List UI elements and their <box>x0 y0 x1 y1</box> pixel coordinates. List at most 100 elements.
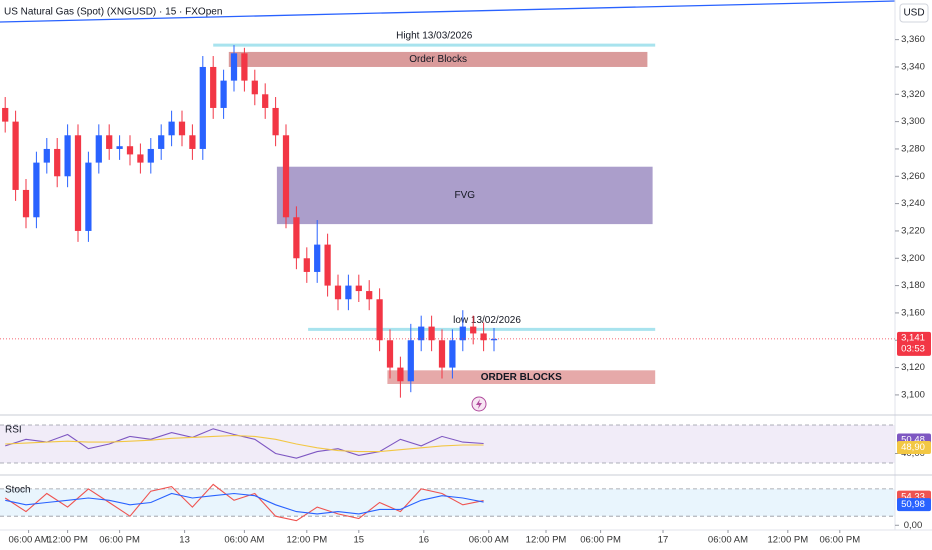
candle-body <box>438 340 446 368</box>
value-label: 48,90 <box>901 442 925 453</box>
candle-body <box>116 146 123 149</box>
x-tick-label: 06:00 AM <box>708 535 748 546</box>
pane-title: Stoch <box>5 485 31 496</box>
candle-body <box>355 285 362 292</box>
value-badge <box>897 441 931 455</box>
x-tick-label: 12:00 PM <box>47 535 88 546</box>
candle-body <box>12 121 19 190</box>
x-tick-label: 17 <box>658 535 669 546</box>
zone <box>387 370 656 384</box>
candle-body <box>158 135 165 149</box>
candle-body <box>210 66 217 108</box>
countdown: 03:53 <box>901 343 925 354</box>
y-tick-label: 3,360 <box>901 34 925 45</box>
x-tick-label: 12:00 PM <box>526 535 567 546</box>
level-label: low 13/02/2026 <box>453 315 521 326</box>
x-tick-label: 13 <box>179 535 190 546</box>
candle-body <box>376 299 383 341</box>
candle-body <box>418 326 425 341</box>
candle-body <box>459 326 466 341</box>
candle-body <box>230 53 238 81</box>
price-label: 3,141 <box>901 332 925 343</box>
event-bolt <box>476 399 482 409</box>
candle-body <box>262 94 269 108</box>
candle-body <box>54 148 61 177</box>
x-tick-label: 16 <box>419 535 430 546</box>
zone-label: FVG <box>454 190 475 201</box>
y-tick-label: 3,340 <box>901 61 925 72</box>
currency-label: USD <box>903 8 924 19</box>
zone-label: Order Blocks <box>409 54 467 65</box>
candle-body <box>74 135 82 231</box>
x-tick-label: 06:00 PM <box>99 535 140 546</box>
x-tick-label: 12:00 PM <box>767 535 808 546</box>
candle-body <box>199 66 206 149</box>
candle-body <box>178 121 186 136</box>
candle-body <box>314 244 321 272</box>
symbol-title: US Natural Gas (Spot) (XNGUSD) · 15 · FX… <box>4 7 222 18</box>
candle-body <box>95 135 102 163</box>
candle-body <box>334 285 342 300</box>
candle-body <box>470 326 477 334</box>
zone <box>228 51 648 67</box>
y-tick-label: 3,180 <box>901 280 925 291</box>
candle-body <box>366 291 373 300</box>
candle-body <box>137 154 144 163</box>
candle-body <box>345 285 352 300</box>
y-tick-label: 3,260 <box>901 171 925 182</box>
candle-body <box>220 80 227 108</box>
candle-body <box>397 367 404 382</box>
trend-line <box>0 0 896 23</box>
candle-body <box>480 333 487 341</box>
candle-body <box>407 340 414 382</box>
x-tick-label: 06:00 PM <box>819 535 860 546</box>
candle-body <box>241 53 248 81</box>
y-tick-label: 3,220 <box>901 225 925 236</box>
candle-body <box>126 146 134 155</box>
candle-body <box>303 258 310 272</box>
y-tick-label: 3,240 <box>901 198 925 209</box>
x-tick-label: 06:00 AM <box>9 535 49 546</box>
candle-body <box>22 189 30 218</box>
zone-label: ORDER BLOCKS <box>481 372 562 383</box>
price-badge <box>897 331 931 356</box>
indicator-band <box>0 425 895 463</box>
candle-body <box>428 326 435 341</box>
candle-body <box>33 162 40 218</box>
y-tick-label: 3,100 <box>901 389 925 400</box>
candle-body <box>490 338 498 341</box>
pane-title: RSI <box>5 425 22 436</box>
candle-body <box>85 162 92 231</box>
value-label: 50,98 <box>901 499 925 510</box>
y-tick-label: 3,160 <box>901 307 925 318</box>
y-tick-label: 3,300 <box>901 116 925 127</box>
candle-body <box>386 340 394 368</box>
candle-body <box>64 135 71 177</box>
y-tick-label: 0,00 <box>904 520 923 531</box>
candle-body <box>168 121 175 136</box>
y-tick-label: 3,120 <box>901 362 925 373</box>
value-badge <box>897 498 931 512</box>
y-tick-label: 3,200 <box>901 253 925 264</box>
candle-body <box>106 135 113 149</box>
level-label: Hight 13/03/2026 <box>396 31 473 42</box>
value-label: 50,48 <box>901 435 925 446</box>
candle-body <box>282 135 290 218</box>
candle-body <box>293 217 300 259</box>
candle-body <box>189 135 196 149</box>
x-tick-label: 06:00 AM <box>224 535 264 546</box>
y-tick-label: 3,280 <box>901 143 925 154</box>
value-label: 54,33 <box>901 492 925 503</box>
zone <box>276 166 653 225</box>
candle-body <box>251 80 258 95</box>
currency-button[interactable] <box>899 3 929 23</box>
indicator-band <box>0 488 895 517</box>
indicator-line <box>5 434 484 453</box>
candle-body <box>449 340 456 368</box>
candle-body <box>2 107 9 122</box>
x-tick-label: 12:00 PM <box>286 535 327 546</box>
candle-body <box>147 148 154 163</box>
y-tick-label: 3,320 <box>901 89 925 100</box>
